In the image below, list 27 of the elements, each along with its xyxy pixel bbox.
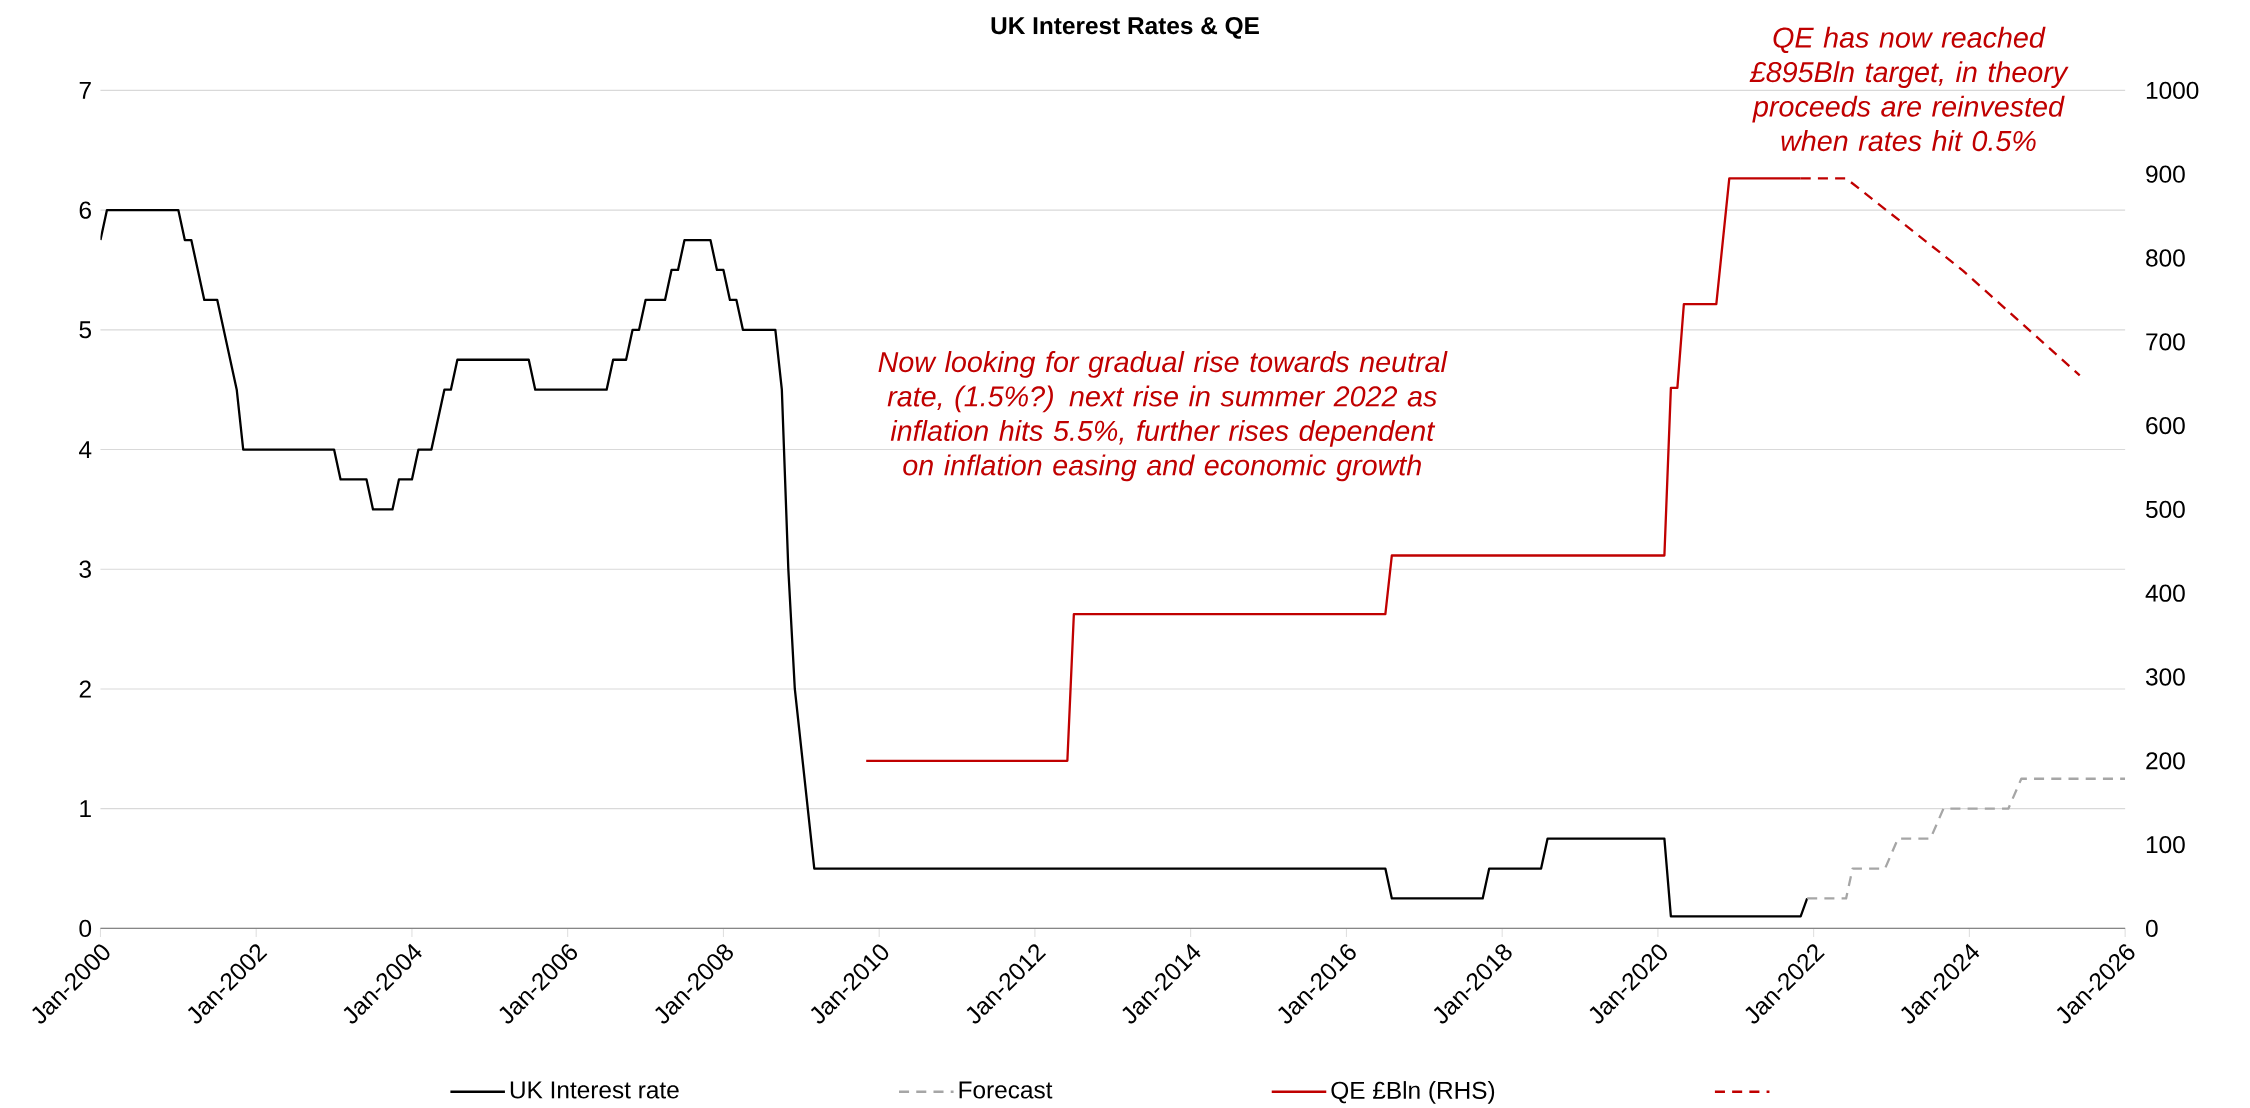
annotation: Now looking for gradual rise towards neutral rate, (1.5%?) next rise in summer 2022 as inflation hits 5.5%, further rises dependent on inflation easing and economic growth [878,351,1448,482]
legend-label: UK Interest rate [510,1081,679,1099]
y2-tick-label: 100 [2146,835,2185,854]
annotation: QE has now reached £895Bln target, in theory proceeds are reinvested when rates hit 0.5% [1749,26,2069,152]
y2-tick-label: 400 [2145,584,2185,602]
y2-tick-label: 900 [2146,165,2185,183]
y2-tick-label: 200 [2146,752,2185,770]
y-tick-label: 7 [79,81,91,99]
y2-tick-label: 300 [2145,668,2185,686]
y-tick-label: 6 [79,201,91,219]
y2-tick-label: 1000 [2146,81,2199,99]
line-series [100,208,1809,918]
y2-tick-label: 0 [2145,919,2158,937]
chart-title: UK Interest Rates & QE [991,16,1259,39]
line-series [1806,777,2126,900]
y-tick-label: 3 [79,560,91,578]
y2-tick-label: 700 [2146,333,2185,351]
y-tick-label: 4 [79,441,92,458]
y-tick-label: 5 [79,321,91,339]
y-tick-label: 2 [79,680,91,698]
y-tick-label: 0 [79,919,92,937]
legend-label: QE £Bln (RHS) [1331,1081,1495,1104]
y-tick-label: 1 [80,800,91,817]
legend-label: Forecast [959,1081,1053,1099]
y2-tick-label: 800 [2146,249,2185,267]
y2-tick-label: 500 [2146,500,2185,518]
y2-tick-label: 600 [2146,416,2185,435]
